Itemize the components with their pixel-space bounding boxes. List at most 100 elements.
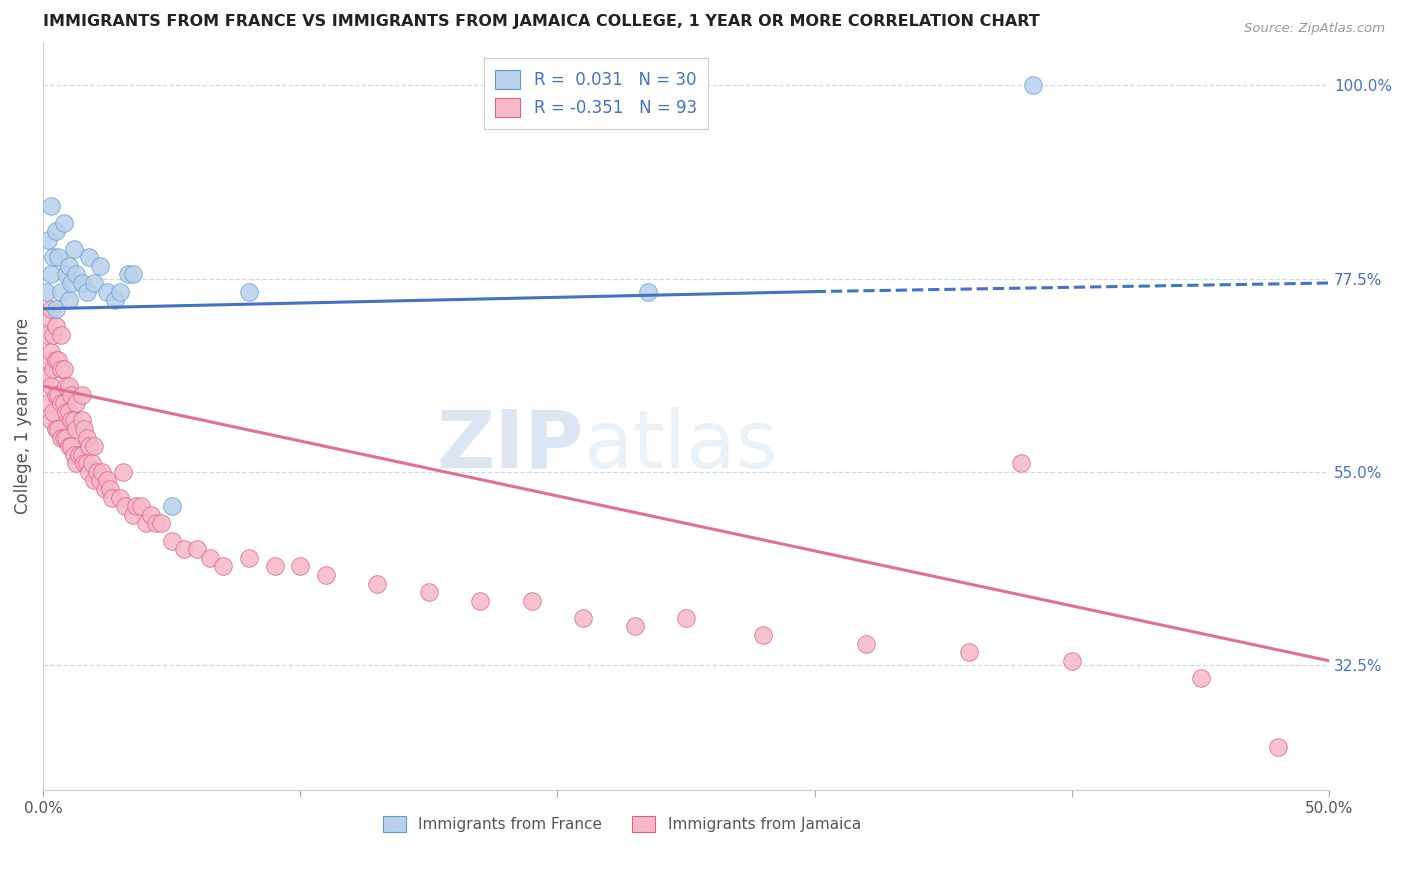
Point [58, 405, 80, 419]
Point [55, 268, 77, 282]
Point [58, 439, 80, 453]
Point [45, 387, 67, 401]
Point [1060, 654, 1083, 668]
Point [45, 318, 67, 333]
Point [49, 396, 72, 410]
Point [238, 285, 260, 299]
Point [70, 413, 93, 427]
Point [63, 448, 86, 462]
Point [49, 362, 72, 376]
Point [957, 645, 980, 659]
Point [623, 619, 645, 633]
Point [70, 276, 93, 290]
Point [76, 285, 98, 299]
Point [45, 224, 67, 238]
Point [70, 448, 93, 462]
Point [73, 422, 96, 436]
Point [76, 456, 98, 470]
Point [55, 431, 77, 445]
Point [65, 456, 87, 470]
Point [63, 413, 86, 427]
Point [58, 293, 80, 308]
Point [65, 268, 87, 282]
Point [49, 327, 72, 342]
Point [34, 327, 56, 342]
Point [173, 542, 195, 557]
Point [70, 387, 93, 401]
Point [67, 448, 90, 462]
Point [37, 353, 59, 368]
Point [39, 379, 62, 393]
Point [39, 268, 62, 282]
Point [290, 559, 312, 574]
Point [58, 259, 80, 273]
Text: atlas: atlas [583, 407, 778, 485]
Point [572, 611, 595, 625]
Point [52, 396, 75, 410]
Point [98, 482, 121, 496]
Point [1010, 456, 1032, 470]
Point [48, 250, 70, 264]
Point [91, 465, 114, 479]
Point [1022, 78, 1045, 93]
Point [37, 396, 59, 410]
Point [45, 353, 67, 368]
Point [55, 379, 77, 393]
Point [96, 474, 118, 488]
Point [124, 500, 146, 514]
Point [52, 362, 75, 376]
Point [752, 628, 775, 642]
Point [79, 465, 101, 479]
Point [65, 422, 87, 436]
Point [83, 439, 105, 453]
Point [145, 516, 167, 531]
Point [637, 285, 659, 299]
Point [675, 611, 697, 625]
Point [160, 500, 183, 514]
Point [150, 516, 173, 531]
Point [60, 387, 83, 401]
Point [114, 500, 136, 514]
Point [470, 593, 492, 607]
Point [49, 285, 72, 299]
Point [520, 593, 543, 607]
Point [418, 585, 440, 599]
Point [39, 199, 62, 213]
Point [37, 310, 59, 325]
Point [34, 285, 56, 299]
Point [80, 456, 103, 470]
Text: ZIP: ZIP [436, 407, 583, 485]
Point [101, 491, 124, 505]
Point [212, 559, 235, 574]
Point [160, 533, 183, 548]
Point [263, 559, 285, 574]
Point [63, 242, 86, 256]
Point [117, 268, 139, 282]
Point [186, 542, 208, 557]
Point [48, 387, 70, 401]
Point [42, 405, 65, 419]
Point [108, 491, 131, 505]
Point [34, 370, 56, 384]
Point [122, 268, 145, 282]
Point [42, 327, 65, 342]
Point [89, 259, 111, 273]
Point [366, 576, 388, 591]
Point [83, 276, 105, 290]
Point [73, 456, 96, 470]
Point [48, 422, 70, 436]
Point [39, 344, 62, 359]
Point [135, 516, 157, 531]
Point [52, 431, 75, 445]
Point [37, 233, 59, 247]
Point [111, 465, 134, 479]
Point [55, 405, 77, 419]
Point [65, 396, 87, 410]
Point [39, 413, 62, 427]
Text: Source: ZipAtlas.com: Source: ZipAtlas.com [1244, 22, 1385, 36]
Y-axis label: College, 1 year or more: College, 1 year or more [14, 318, 32, 514]
Point [45, 301, 67, 316]
Point [315, 568, 337, 582]
Point [1189, 671, 1212, 685]
Point [200, 550, 222, 565]
